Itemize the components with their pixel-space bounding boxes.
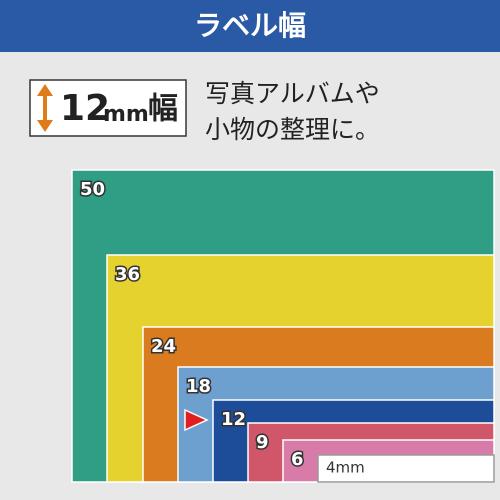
width-label: 24 [151,336,176,357]
width-label: 36 [115,264,140,285]
width-label: 50 [80,179,105,200]
header-bar [0,0,500,52]
width-label: 18 [186,376,211,397]
badge-arrow [37,84,53,132]
width-sample [317,454,495,483]
badge-suffix: 幅 [148,92,178,127]
badge-unit: mm [103,102,149,127]
width-label: 12 [221,409,246,430]
width-label: 9 [256,432,269,453]
width-label: 4mm [326,459,365,477]
badge [29,79,187,137]
badge-number: 12 [60,88,110,129]
header-title: ラベル幅 [194,9,306,42]
width-label: 6 [291,449,304,470]
marker-triangle [184,408,209,432]
description-line: 写真アルバムや [205,79,380,108]
description-line: 小物の整理に。 [205,115,380,144]
